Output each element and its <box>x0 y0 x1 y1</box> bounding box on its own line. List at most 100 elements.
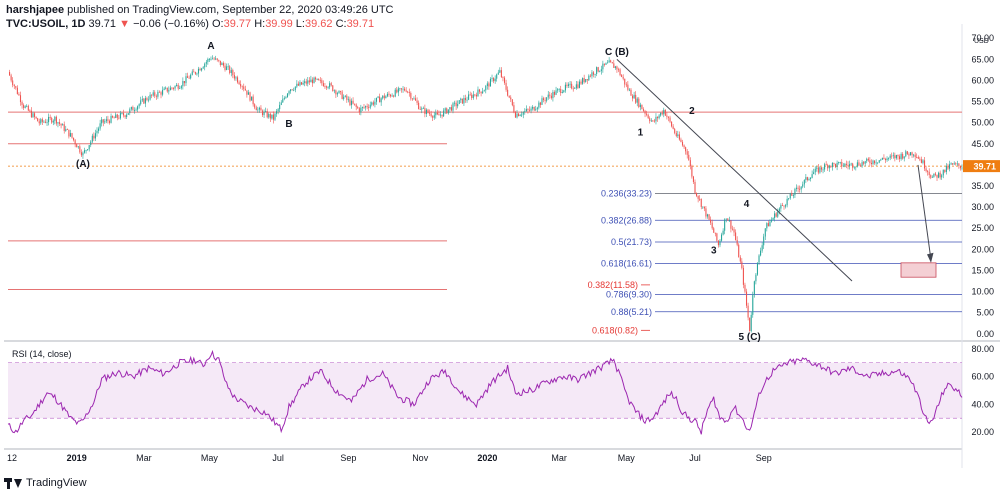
candle-body <box>761 245 763 251</box>
candle-body <box>638 98 640 108</box>
candle-body <box>880 159 882 161</box>
candle-body <box>441 114 443 117</box>
candle-body <box>653 120 655 122</box>
candle-body <box>852 163 854 168</box>
candle-body <box>819 167 821 173</box>
candle-body <box>672 126 674 129</box>
candle-body <box>66 129 68 130</box>
candle-body <box>728 220 730 222</box>
candle-body <box>497 72 499 75</box>
target-zone-box[interactable] <box>900 262 937 278</box>
candle-body <box>658 115 660 119</box>
candle-body <box>822 169 824 171</box>
candle-body <box>171 87 173 89</box>
candle-body <box>692 176 694 182</box>
candle-body <box>572 88 574 90</box>
candle-body <box>157 91 159 97</box>
candle-body <box>365 106 367 108</box>
candle-body <box>866 158 868 162</box>
candle-body <box>202 67 204 69</box>
candle-body <box>927 171 929 172</box>
candle-body <box>483 90 485 92</box>
price-tick-label: 0.00 <box>976 329 994 339</box>
price-tick-label: 5.00 <box>976 308 994 318</box>
author-name[interactable]: harshjapee <box>6 4 65 16</box>
candle-body <box>375 97 378 102</box>
candle-body <box>444 108 446 111</box>
candle-body <box>872 160 874 164</box>
candle-body <box>182 80 184 87</box>
candle-body <box>463 98 465 104</box>
candle-body <box>602 63 604 70</box>
candle-body <box>713 228 715 233</box>
candle-body <box>671 121 673 127</box>
candle-body <box>354 103 356 105</box>
candle-body <box>133 109 136 111</box>
candle-body <box>371 102 373 105</box>
candle-body <box>508 95 510 98</box>
candle-body <box>824 164 826 170</box>
candle-body <box>135 109 137 111</box>
candle-body <box>261 110 264 116</box>
trend-line[interactable] <box>616 58 853 282</box>
candle-body <box>260 107 262 111</box>
candle-body <box>105 119 107 122</box>
candle-body <box>126 114 128 118</box>
candle-body <box>369 104 371 108</box>
candle-body <box>496 74 498 79</box>
candle-body <box>99 123 101 129</box>
candle-body <box>783 205 785 207</box>
candle-body <box>405 90 407 92</box>
candle-body <box>469 94 471 96</box>
candle-body <box>180 86 182 89</box>
candle-body <box>608 60 610 63</box>
candle-body <box>564 84 566 91</box>
candle-body <box>30 110 32 118</box>
candle-body <box>85 150 87 151</box>
candle-body <box>208 58 210 60</box>
candle-body <box>154 92 156 96</box>
candle-body <box>952 163 954 165</box>
candle-body <box>43 121 45 123</box>
candle-body <box>372 102 374 105</box>
candle-body <box>916 157 918 158</box>
candle-body <box>678 134 680 140</box>
candle-body <box>502 77 504 78</box>
candle-body <box>744 284 746 292</box>
projection-arrow-head-icon <box>927 252 934 263</box>
candle-body <box>858 162 860 166</box>
candle-body <box>730 220 732 229</box>
candle-body <box>380 98 382 103</box>
publish-line: harshjapee published on TradingView.com,… <box>6 3 394 17</box>
candle-body <box>49 116 51 119</box>
wave-label: 1 <box>638 127 644 138</box>
candle-body <box>458 100 460 105</box>
candle-body <box>836 162 838 168</box>
candle-body <box>96 130 98 134</box>
candle-body <box>838 162 840 163</box>
candle-body <box>741 261 743 268</box>
fib-ext-label: 0.382(11.58) <box>588 280 638 290</box>
candle-body <box>488 83 490 87</box>
candle-body <box>600 69 602 71</box>
candle-body <box>560 88 562 94</box>
candle-body <box>588 75 590 81</box>
last-price: 39.71 <box>88 18 117 30</box>
ohlc-line: TVC:USOIL, 1D 39.71 ▼ −0.06 (−0.16%) O:3… <box>6 17 394 31</box>
rsi-line[interactable] <box>7 349 963 435</box>
candle-body <box>532 106 534 109</box>
candle-body <box>591 72 593 77</box>
candle-body <box>719 240 721 246</box>
candle-body <box>174 86 176 89</box>
candle-body <box>533 106 535 111</box>
candle-body <box>204 63 206 68</box>
candle-body <box>902 153 904 159</box>
candle-body <box>141 98 143 101</box>
candle-body <box>906 151 908 155</box>
candle-body <box>961 167 963 169</box>
candle-body <box>240 84 242 87</box>
candle-body <box>524 111 526 113</box>
candle-body <box>299 82 301 86</box>
price-tick-label: 35.00 <box>971 181 994 191</box>
